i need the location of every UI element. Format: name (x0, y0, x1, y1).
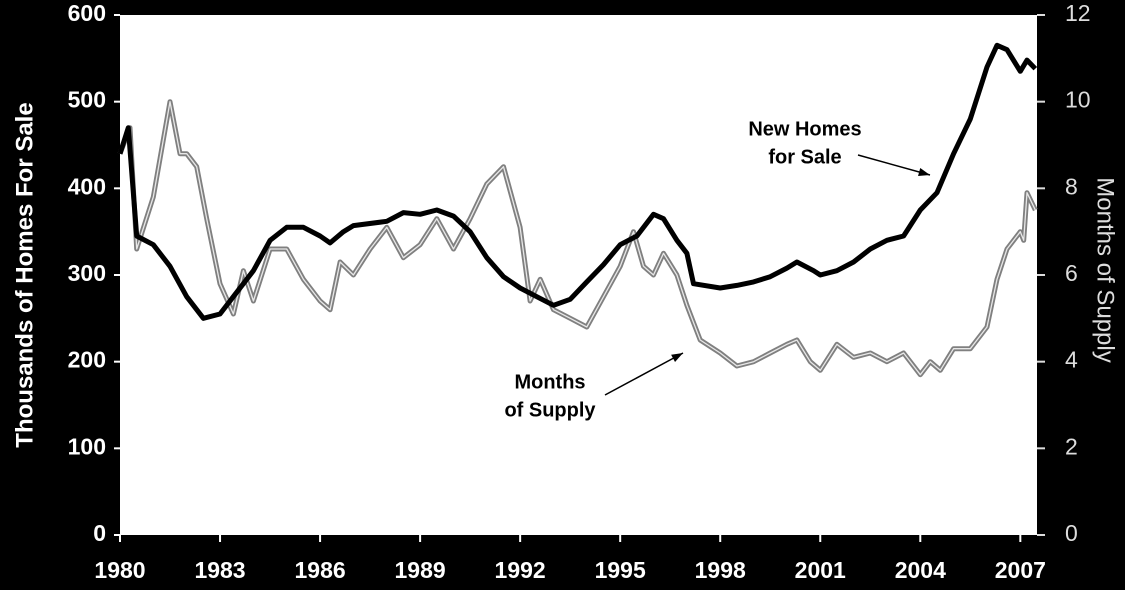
y-tick-label: 300 (68, 260, 106, 286)
x-tick-label: 2007 (995, 557, 1046, 583)
y2-axis-title: Months of Supply (1092, 177, 1119, 362)
y-tick-label: 400 (68, 173, 106, 199)
y-tick-label: 600 (68, 0, 106, 26)
x-tick-label: 1992 (495, 557, 546, 583)
annotation-text: for Sale (768, 146, 841, 168)
y2-tick-label: 6 (1065, 260, 1078, 286)
x-tick-label: 2001 (795, 557, 846, 583)
y-tick-label: 100 (68, 433, 106, 459)
x-tick-label: 1998 (695, 557, 746, 583)
series-line (117, 42, 1038, 321)
y2-tick-label: 8 (1065, 173, 1078, 199)
x-tick-label: 1995 (595, 557, 646, 583)
annotation-text: of Supply (504, 399, 596, 421)
x-tick-label: 1989 (395, 557, 446, 583)
x-tick-label: 2004 (895, 557, 946, 583)
y-tick-label: 500 (68, 87, 106, 113)
y-axis-title: Thousands of Homes For Sale (11, 102, 38, 447)
y2-tick-label: 2 (1065, 433, 1078, 459)
annotation-arrowhead (671, 353, 683, 362)
x-tick-label: 1983 (194, 557, 245, 583)
y2-tick-label: 10 (1065, 87, 1091, 113)
annotation-arrowhead (918, 168, 930, 176)
annotation-arrow (857, 154, 931, 176)
y2-tick-label: 4 (1065, 347, 1078, 373)
x-tick-label: 1986 (294, 557, 345, 583)
plot-area (120, 15, 1037, 535)
annotation-text: Months (514, 371, 585, 393)
y2-tick-label: 12 (1065, 0, 1091, 26)
annotation-arrow (604, 352, 684, 396)
y2-tick-label: 0 (1065, 520, 1078, 546)
y-tick-label: 200 (68, 347, 106, 373)
y-tick-label: 0 (93, 520, 106, 546)
x-tick-label: 1980 (94, 557, 145, 583)
annotation-text: New Homes (748, 118, 861, 140)
